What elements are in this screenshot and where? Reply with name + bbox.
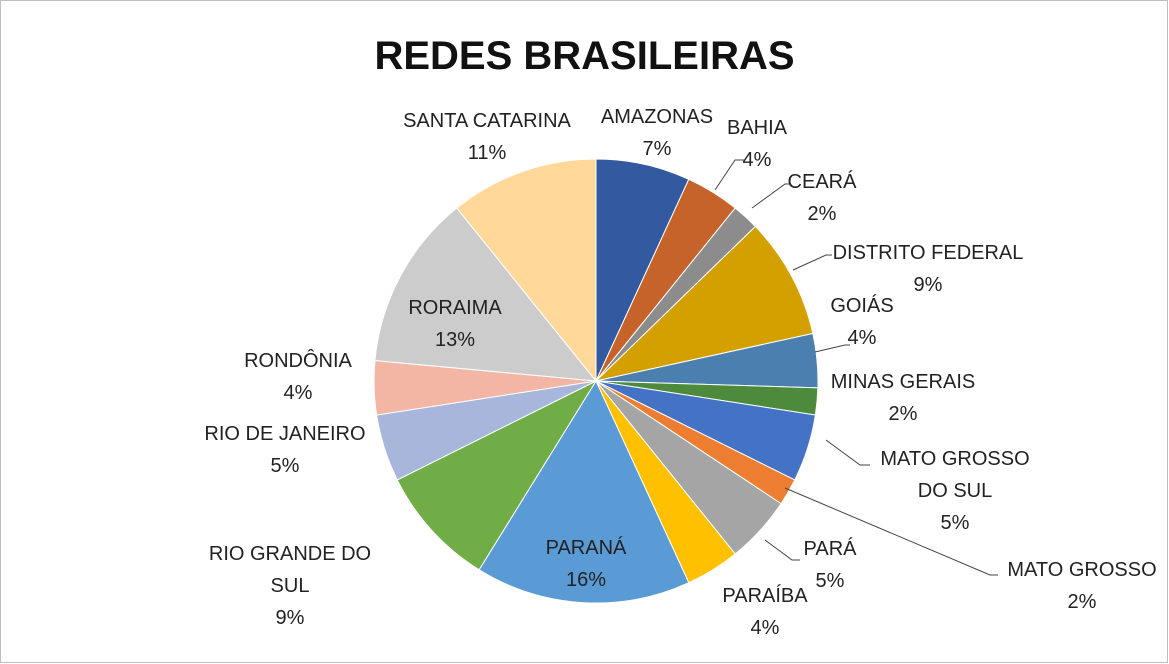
- category-label: MATO GROSSO DO SUL: [880, 448, 1030, 502]
- value-label: 7%: [642, 138, 672, 160]
- slice: [374, 207, 598, 382]
- value-label: 4%: [742, 149, 772, 171]
- value-label: 2%: [1067, 591, 1097, 613]
- data-label: MINAS GERAIS 2%: [803, 366, 1003, 430]
- data-label: SANTA CATARINA 11%: [372, 105, 602, 169]
- data-label: RONDÔNIA 4%: [223, 345, 373, 409]
- data-label: MATO GROSSO DO SUL 5%: [865, 443, 1045, 539]
- data-label: PARANÁ 16%: [516, 532, 656, 596]
- category-label: PARAÍBA: [722, 585, 808, 607]
- data-label: GOIÁS 4%: [802, 290, 922, 354]
- slice: [478, 379, 690, 604]
- data-label: RIO GRANDE DO SUL 9%: [190, 538, 390, 634]
- value-label: 2%: [807, 203, 837, 225]
- data-label: PARÁ 5%: [780, 533, 880, 597]
- value-label: 13%: [434, 329, 476, 351]
- data-label: DISTRITO FEDERAL 9%: [798, 237, 1058, 301]
- data-label: MATO GROSSO 2%: [982, 554, 1169, 618]
- category-label: RIO DE JANEIRO: [204, 423, 366, 445]
- category-label: PARANÁ: [545, 537, 627, 559]
- category-label: BAHIA: [726, 117, 788, 139]
- value-label: 9%: [275, 607, 305, 629]
- data-label: AMAZONAS 7%: [557, 101, 757, 165]
- value-label: 4%: [750, 617, 780, 639]
- data-label: RORAIMA 13%: [380, 292, 530, 356]
- category-label: GOIÁS: [830, 295, 894, 317]
- leader-lines: [714, 159, 998, 576]
- category-label: SANTA CATARINA: [403, 110, 571, 132]
- value-label: 4%: [847, 327, 877, 349]
- value-label: 2%: [888, 403, 918, 425]
- category-label: PARÁ: [803, 538, 857, 560]
- data-label: PARAÍBA 4%: [705, 580, 825, 644]
- category-label: RIO GRANDE DO SUL: [208, 543, 372, 597]
- data-label: BAHIA 4%: [697, 112, 817, 176]
- value-label: 16%: [565, 569, 607, 591]
- data-label: CEARÁ 2%: [762, 166, 882, 230]
- category-label: RORAIMA: [408, 297, 502, 319]
- value-label: 5%: [940, 512, 970, 534]
- category-label: DISTRITO FEDERAL: [832, 242, 1024, 264]
- slice: [456, 158, 597, 383]
- category-label: MINAS GERAIS: [830, 371, 976, 393]
- data-label: RIO DE JANEIRO 5%: [175, 418, 395, 482]
- category-label: CEARÁ: [787, 171, 857, 193]
- value-label: 5%: [815, 570, 845, 592]
- chart-title: REDES BRASILEIRAS: [374, 34, 795, 78]
- category-label: MATO GROSSO: [1007, 559, 1157, 581]
- value-label: 9%: [913, 274, 943, 296]
- value-label: 5%: [270, 455, 300, 477]
- category-label: AMAZONAS: [600, 106, 714, 128]
- value-label: 11%: [467, 142, 507, 164]
- slice: [396, 379, 598, 571]
- value-label: 4%: [283, 382, 313, 404]
- slice: [594, 225, 814, 382]
- category-label: RONDÔNIA: [244, 350, 352, 372]
